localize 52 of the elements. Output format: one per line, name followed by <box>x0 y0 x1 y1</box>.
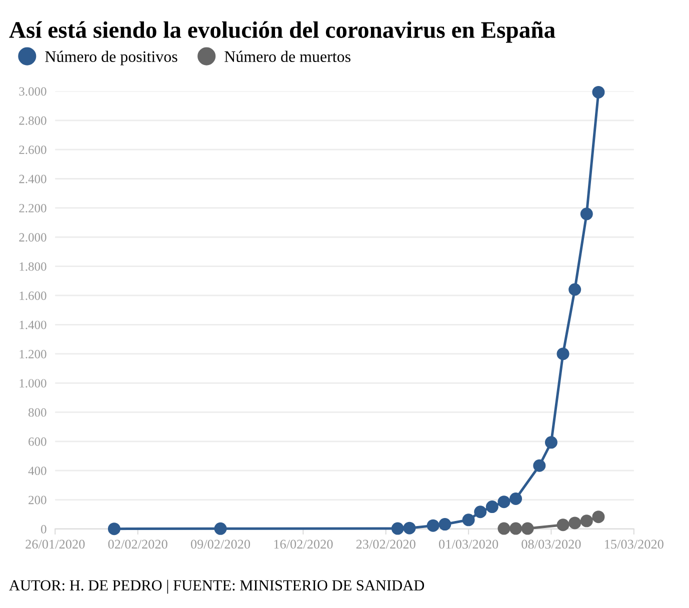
point <box>486 500 498 514</box>
y-tick-label: 3.000 <box>19 87 46 96</box>
point <box>556 348 570 360</box>
point <box>556 518 570 532</box>
y-tick-label: 2.600 <box>19 146 46 154</box>
y-tick-label: 200 <box>28 496 46 504</box>
point <box>592 86 605 98</box>
x-tick-label: 09/02/2020 <box>190 540 250 549</box>
y-tick-label: 1.000 <box>20 379 46 388</box>
legend-label: Número de positivos <box>45 50 178 66</box>
y-tick-label: 2.800 <box>19 116 46 125</box>
point <box>580 514 593 528</box>
point <box>521 522 534 535</box>
point <box>568 283 582 296</box>
legend-label: Número de muertos <box>224 50 350 62</box>
point <box>474 506 487 518</box>
point <box>391 522 404 535</box>
text: AUTOR: H. DE PEDRO | FUENTE: MINISTERIO DE SANIDAD <box>9 580 424 594</box>
x-tick-label: 16/02/2020 <box>274 540 333 549</box>
point <box>214 522 227 535</box>
point <box>510 522 522 535</box>
point <box>580 208 593 220</box>
point <box>498 522 510 535</box>
x-tick-label: 01/03/2020 <box>438 540 498 549</box>
y-tick-label: 2.400 <box>19 174 46 184</box>
y-tick-label: 2.000 <box>19 233 46 242</box>
y-tick-label: 600 <box>28 437 46 446</box>
point <box>544 436 558 449</box>
y-tick-label: 2.200 <box>19 204 46 212</box>
y-tick-label: 1.800 <box>20 262 46 271</box>
chart-title: Así está siendo la evolución del coronavirus en España <box>9 21 556 43</box>
y-tick-label: 400 <box>28 466 46 476</box>
point <box>462 514 475 526</box>
y-tick-label: 800 <box>28 408 46 417</box>
x-tick-label: 08/03/2020 <box>522 540 581 549</box>
point <box>568 516 582 530</box>
point <box>108 522 120 536</box>
y-tick-label: 1.400 <box>20 320 46 330</box>
x-tick-label: 02/02/2020 <box>108 540 168 549</box>
y-tick-label: 1.200 <box>20 350 46 358</box>
y-tick-label: 1.600 <box>20 292 46 300</box>
point <box>510 492 522 506</box>
point <box>498 496 510 508</box>
x-tick-label: 26/01/2020 <box>26 540 85 549</box>
point <box>403 522 416 534</box>
point <box>533 459 546 472</box>
y-tick-label: 0 <box>41 524 46 534</box>
x-tick-label: 15/03/2020 <box>604 540 664 549</box>
point <box>438 518 452 531</box>
point <box>592 510 605 524</box>
x-tick-label: 23/02/2020 <box>356 540 416 549</box>
point <box>426 519 440 532</box>
